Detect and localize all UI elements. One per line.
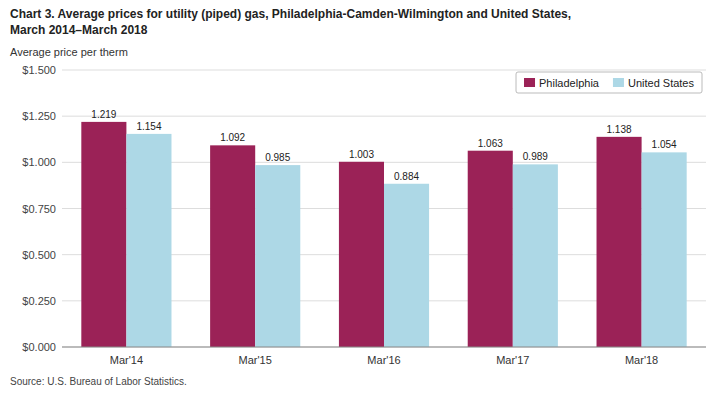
x-tick-label: Mar'14 — [110, 354, 143, 366]
data-labels: 1.219 1.154 1.092 0.985 1.003 0.884 1.063 0.989… — [91, 109, 677, 182]
bars — [81, 122, 686, 347]
title: Chart 3. Average prices for utility (pip… — [10, 7, 571, 21]
y-tick-label: $1.500 — [22, 64, 56, 76]
data-label: 0.989 — [523, 151, 548, 162]
y-axis-label: Average price per therm — [10, 46, 128, 58]
data-label: 0.884 — [394, 171, 419, 182]
y-tick-label: $0.750 — [22, 203, 56, 215]
bar — [597, 137, 642, 347]
x-tick-label: Mar'18 — [625, 354, 658, 366]
x-tick-label: Mar'16 — [367, 354, 400, 366]
bar — [642, 152, 687, 347]
bar — [384, 184, 429, 347]
data-label: 1.054 — [652, 139, 677, 150]
source-note: Source: U.S. Bureau of Labor Statistics. — [10, 376, 187, 387]
data-label: 1.154 — [136, 121, 161, 132]
legend-swatch — [613, 78, 624, 87]
data-label: 1.003 — [349, 149, 374, 160]
bar — [255, 165, 300, 347]
bar — [468, 151, 513, 347]
grid-line — [62, 347, 706, 348]
y-tick-label: $1.250 — [22, 110, 56, 122]
grid-line — [62, 70, 706, 71]
legend-entry: Philadelphia — [539, 77, 600, 89]
bar — [339, 162, 384, 347]
legend-entry: United States — [628, 77, 695, 89]
legend: Philadelphia United States — [516, 72, 702, 93]
x-axis-line — [62, 347, 706, 348]
bar — [81, 122, 126, 347]
legend-frame — [516, 72, 702, 93]
bar — [513, 164, 558, 347]
data-label: 1.138 — [607, 124, 632, 135]
x-tick-label: Mar'17 — [496, 354, 529, 366]
chart: Chart 3. Average prices for utility (pip… — [0, 0, 720, 393]
grid-line — [62, 116, 706, 117]
data-label: 1.063 — [478, 138, 503, 149]
bar — [210, 145, 255, 347]
legend-swatch — [524, 78, 535, 87]
y-tick-label: $0.500 — [22, 249, 56, 261]
y-tick-label: $0.000 — [22, 341, 56, 353]
x-tick-label: Mar'15 — [239, 354, 272, 366]
data-label: 0.985 — [265, 152, 290, 163]
bar — [126, 134, 171, 347]
subtitle: March 2014–March 2018 — [10, 23, 148, 37]
data-label: 1.092 — [220, 132, 245, 143]
y-tick-label: $0.250 — [22, 295, 56, 307]
data-label: 1.219 — [91, 109, 116, 120]
y-tick-label: $1.000 — [22, 156, 56, 168]
